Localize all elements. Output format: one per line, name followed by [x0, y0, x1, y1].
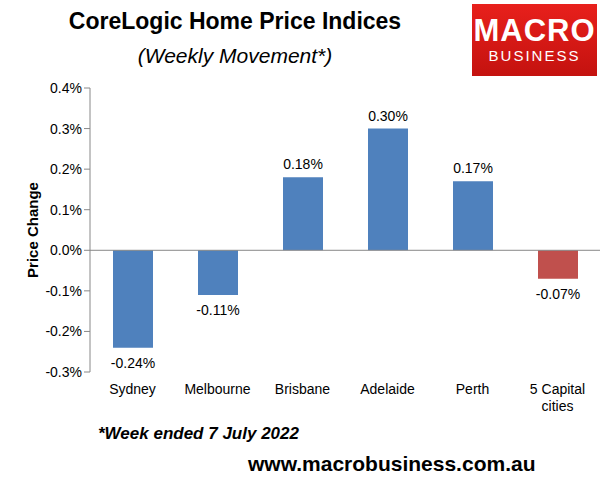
svg-text:0.30%: 0.30% — [368, 108, 408, 124]
svg-text:Melbourne: Melbourne — [184, 381, 250, 397]
svg-text:0.17%: 0.17% — [453, 160, 493, 176]
svg-text:-0.07%: -0.07% — [536, 286, 580, 302]
svg-text:Sydney: Sydney — [109, 381, 156, 397]
svg-text:-0.1%: -0.1% — [45, 283, 82, 299]
svg-text:5 Capitalcities: 5 Capitalcities — [530, 381, 585, 414]
svg-text:0.3%: 0.3% — [50, 121, 82, 137]
html-text:*Week ended 7 July 2022: *Week ended 7 July 2022 — [98, 424, 299, 443]
svg-text:Brisbane: Brisbane — [275, 381, 330, 397]
html-text:MACRO: MACRO — [473, 13, 596, 48]
svg-text:-0.24%: -0.24% — [111, 355, 155, 371]
svg-text:0.0%: 0.0% — [50, 242, 82, 258]
svg-text:-0.3%: -0.3% — [45, 364, 82, 380]
html-text:(Weekly Movement*): (Weekly Movement*) — [137, 44, 333, 67]
svg-text:0.2%: 0.2% — [50, 161, 82, 177]
html-text:www.macrobusiness.com.au: www.macrobusiness.com.au — [248, 452, 536, 475]
html-text:CoreLogic Home Price Indices: CoreLogic Home Price Indices — [68, 8, 402, 34]
svg-text:0.1%: 0.1% — [50, 202, 82, 218]
svg-text:0.4%: 0.4% — [50, 80, 82, 96]
svg-text:-0.2%: -0.2% — [45, 323, 82, 339]
svg-text:-0.11%: -0.11% — [196, 302, 239, 318]
svg-text:0.18%: 0.18% — [283, 156, 323, 172]
svg-text:Price Change: Price Change — [24, 182, 41, 278]
html-text:BUSINESS: BUSINESS — [488, 47, 581, 64]
svg-text:Adelaide: Adelaide — [360, 381, 415, 397]
svg-text:Perth: Perth — [456, 381, 489, 397]
